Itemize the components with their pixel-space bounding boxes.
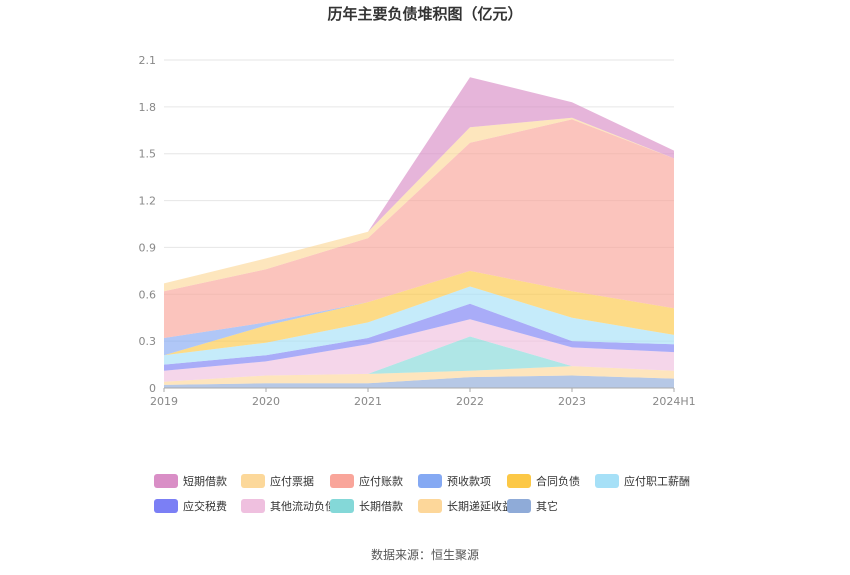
legend-swatch <box>154 499 178 513</box>
area-series-2[interactable] <box>164 336 674 382</box>
y-tick-label: 1.8 <box>139 101 157 114</box>
legend-label: 长期借款 <box>359 499 403 513</box>
legend-item[interactable]: 其他流动负债 <box>241 499 336 513</box>
legend-label: 应交税费 <box>183 499 227 513</box>
legend-swatch <box>154 474 178 488</box>
y-tick-label: 1.2 <box>139 195 157 208</box>
y-tick-label: 1.5 <box>139 148 157 161</box>
y-tick-label: 0.6 <box>139 288 157 301</box>
legend-label: 长期递延收益 <box>447 499 513 513</box>
legend-item[interactable]: 应交税费 <box>154 499 227 513</box>
area-series-9[interactable] <box>164 117 674 292</box>
legend-swatch <box>507 474 531 488</box>
legend-label: 应付票据 <box>270 474 314 488</box>
x-tick-label: 2024H1 <box>652 395 695 408</box>
area-series-6[interactable] <box>164 270 674 356</box>
legend-item[interactable]: 合同负债 <box>507 474 580 488</box>
x-tick-label: 2021 <box>354 395 382 408</box>
y-tick-label: 0.3 <box>139 335 157 348</box>
x-tick-label: 2022 <box>456 395 484 408</box>
x-tick-label: 2023 <box>558 395 586 408</box>
legend-label: 其它 <box>536 499 558 513</box>
legend-swatch <box>507 499 531 513</box>
legend-label: 应付账款 <box>359 474 403 488</box>
plot-areas <box>164 77 674 388</box>
area-series-8[interactable] <box>164 119 674 339</box>
legend-item[interactable]: 短期借款 <box>154 474 227 488</box>
area-series-5[interactable] <box>164 286 674 365</box>
legend-item[interactable]: 长期递延收益 <box>418 499 513 513</box>
legend-swatch <box>330 499 354 513</box>
x-tick-label: 2020 <box>252 395 280 408</box>
legend-swatch <box>241 474 265 488</box>
legend-swatch <box>418 474 442 488</box>
legend-item[interactable]: 其它 <box>507 499 558 513</box>
y-tick-label: 0 <box>149 382 156 395</box>
legend-label: 合同负债 <box>536 474 580 488</box>
chart-title: 历年主要负债堆积图（亿元） <box>327 5 522 23</box>
area-series-0[interactable] <box>164 375 674 389</box>
x-tick-label: 2019 <box>150 395 178 408</box>
legend-item[interactable]: 应付账款 <box>330 474 403 488</box>
legend-item[interactable]: 应付职工薪酬 <box>595 474 690 488</box>
y-tick-label: 0.9 <box>139 241 157 254</box>
legend-swatch <box>595 474 619 488</box>
area-series-3[interactable] <box>164 319 674 382</box>
legend-item[interactable]: 应付票据 <box>241 474 314 488</box>
area-series-4[interactable] <box>164 303 674 371</box>
legend-label: 预收款项 <box>447 474 491 488</box>
legend-swatch <box>418 499 442 513</box>
legend-label: 应付职工薪酬 <box>624 474 690 488</box>
legend-item[interactable]: 预收款项 <box>418 474 491 488</box>
axes: 0 0.3 0.6 0.9 1.2 1.5 1.8 2.1 2019 2020 2021 2022 20… <box>139 54 696 408</box>
legend-swatch <box>330 474 354 488</box>
legend-item[interactable]: 长期借款 <box>330 499 403 513</box>
area-series-1[interactable] <box>164 366 674 385</box>
data-source: 数据来源：恒生聚源 <box>371 547 479 562</box>
legend-label: 其他流动负债 <box>270 499 336 513</box>
legend-label: 短期借款 <box>183 474 227 488</box>
legend-swatch <box>241 499 265 513</box>
y-tick-label: 2.1 <box>139 54 157 67</box>
